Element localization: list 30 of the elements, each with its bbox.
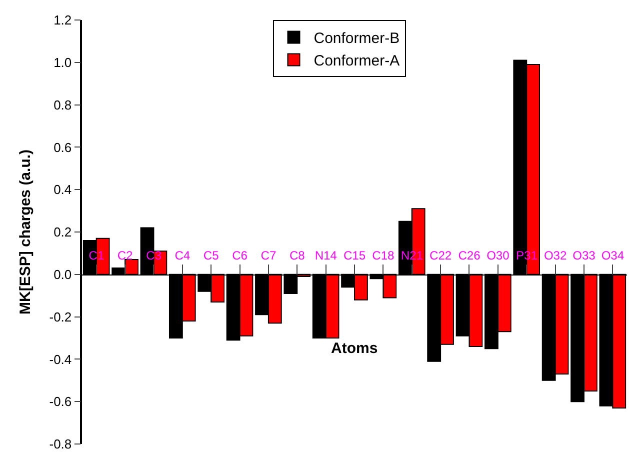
x-tick-label: O32 — [544, 248, 567, 263]
x-tick-label: C26 — [458, 248, 481, 263]
y-tick-label: 1.0 — [54, 54, 72, 70]
x-tick-label: C2 — [117, 248, 134, 263]
x-tick-label: C22 — [430, 248, 452, 263]
x-tick-label: O34 — [601, 248, 624, 263]
x-tick-label: C15 — [343, 248, 366, 263]
x-tick-label: C5 — [203, 248, 220, 263]
y-tick-label: 0.2 — [54, 224, 72, 240]
y-tick-label: 0.0 — [54, 266, 72, 282]
x-tick-label: C4 — [174, 248, 190, 263]
y-tick-label: 0.8 — [54, 97, 72, 112]
legend-label: Conformer-B — [314, 30, 400, 48]
y-tick-label: -0.2 — [49, 309, 72, 324]
x-tick-label: C18 — [372, 248, 395, 263]
y-tick-label: 0.4 — [54, 182, 72, 198]
x-tick-label: C6 — [232, 248, 248, 263]
y-tick-label: 1.2 — [54, 12, 72, 28]
x-tick-label: N14 — [314, 248, 338, 263]
x-tick-label: O30 — [486, 248, 510, 263]
x-axis-title: Atoms — [331, 340, 378, 357]
y-tick-label: 0.6 — [54, 140, 72, 155]
x-tick-label: O33 — [572, 248, 596, 263]
x-tick-label: C7 — [260, 248, 276, 263]
y-axis-title: MK[ESP] charges (a.u.) — [16, 149, 34, 315]
y-tick-label: -0.4 — [49, 352, 72, 367]
x-tick-label: C8 — [289, 248, 306, 263]
y-tick-label: -0.6 — [49, 394, 72, 410]
legend-label: Conformer-A — [314, 52, 400, 70]
y-tick-label: -0.8 — [49, 436, 72, 452]
